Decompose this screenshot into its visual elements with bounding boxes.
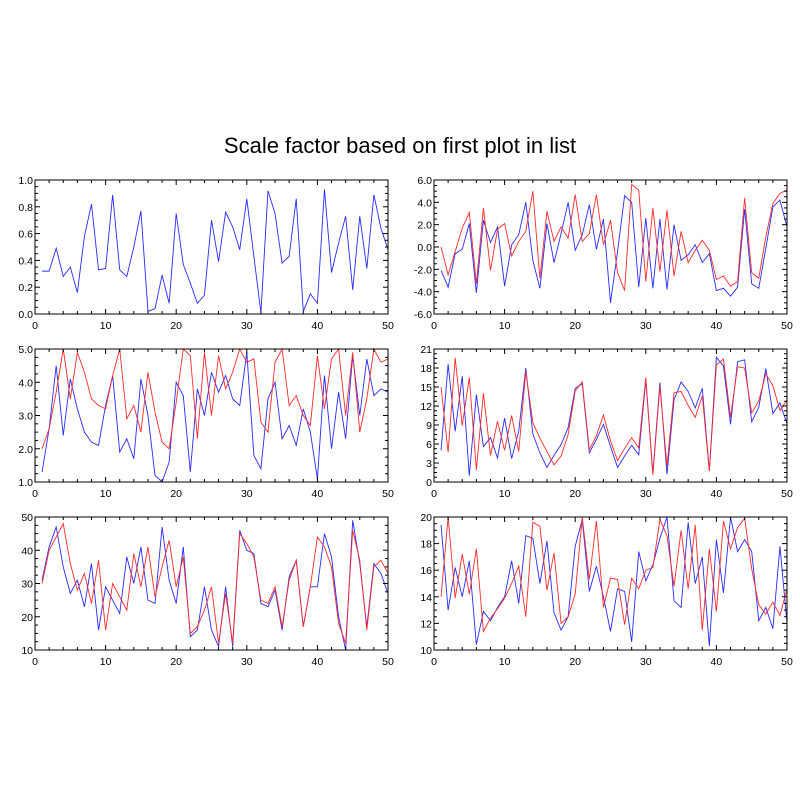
series-line-1 — [440, 356, 788, 476]
x-tick-label: 40 — [711, 656, 723, 668]
series-line-1 — [440, 516, 788, 647]
x-tick-label: 50 — [781, 656, 793, 668]
y-tick-label: 0.0 — [18, 309, 33, 321]
plot-frame — [34, 179, 389, 315]
x-tick-label: 40 — [312, 488, 324, 500]
series-line-1 — [41, 352, 389, 483]
panel-4: 0 10 20 30 40 50 0 3 6 9 12 15 18 21 — [420, 344, 793, 500]
x-tick-label: 30 — [640, 488, 652, 500]
x-tick-label: 50 — [382, 320, 394, 332]
y-tick-label: 50 — [21, 512, 33, 524]
y-tick-label: 0 — [426, 477, 432, 489]
x-tick-label: 20 — [569, 320, 581, 332]
x-tick-label: 20 — [569, 656, 581, 668]
y-tick-label: 3 — [426, 458, 432, 470]
x-tick-label: 20 — [170, 320, 182, 332]
y-tick-label: 0.6 — [18, 229, 33, 241]
x-tick-label: 20 — [170, 488, 182, 500]
x-tick-label: 50 — [781, 488, 793, 500]
y-tick-label: 0.8 — [18, 202, 33, 214]
y-tick-label: 0.4 — [18, 255, 33, 267]
panel-1: 0 10 20 30 40 50 0.0 0.2 0.4 0.6 0.8 1.0 — [18, 175, 394, 332]
y-tick-label: 20 — [21, 612, 33, 624]
series-line-2 — [440, 183, 788, 291]
y-tick-label: 2.0 — [18, 444, 33, 456]
x-tick-label: 0 — [32, 488, 38, 500]
series-line-2 — [41, 347, 389, 450]
x-tick-label: 30 — [241, 656, 253, 668]
x-tick-label: 10 — [100, 656, 112, 668]
y-tick-label: 1.0 — [18, 477, 33, 489]
y-tick-label: 0.0 — [417, 242, 432, 254]
x-tick-label: 10 — [100, 320, 112, 332]
y-tick-label: 18 — [420, 363, 432, 375]
y-tick-label: 12 — [420, 618, 432, 630]
x-tick-label: 0 — [431, 656, 437, 668]
x-tick-label: 50 — [382, 488, 394, 500]
series-line-2 — [440, 516, 788, 633]
series-line-2 — [440, 357, 788, 476]
x-tick-label: 50 — [382, 656, 394, 668]
x-tick-label: 10 — [499, 656, 511, 668]
y-tick-label: 0.2 — [18, 282, 33, 294]
series-line-1 — [42, 189, 389, 313]
y-tick-label: 40 — [21, 545, 33, 557]
series-line-1 — [440, 194, 788, 303]
y-tick-label: 12 — [420, 401, 432, 413]
y-tick-label: 30 — [21, 579, 33, 591]
y-tick-label: 2.0 — [417, 220, 432, 232]
y-tick-label: 4.0 — [18, 377, 33, 389]
x-tick-label: 0 — [431, 488, 437, 500]
y-tick-label: 3.0 — [18, 411, 33, 423]
y-tick-label: 14 — [420, 592, 432, 604]
x-tick-label: 30 — [241, 488, 253, 500]
x-tick-label: 10 — [499, 320, 511, 332]
y-tick-label: 6 — [426, 439, 432, 451]
y-tick-label: 18 — [420, 539, 432, 551]
y-tick-label: 15 — [420, 382, 432, 394]
plot-frame — [433, 348, 788, 483]
x-tick-label: 10 — [100, 488, 112, 500]
y-tick-label: 4.0 — [417, 197, 432, 209]
x-tick-label: 30 — [640, 320, 652, 332]
y-tick-label: -6.0 — [414, 309, 432, 321]
x-tick-label: 0 — [431, 320, 437, 332]
x-tick-label: 10 — [499, 488, 511, 500]
x-tick-label: 40 — [312, 320, 324, 332]
y-tick-label: 6.0 — [417, 175, 432, 187]
y-tick-label: 5.0 — [18, 344, 33, 356]
y-tick-label: 10 — [21, 645, 33, 657]
x-tick-label: 0 — [32, 656, 38, 668]
y-tick-label: 1.0 — [18, 175, 33, 187]
x-tick-label: 40 — [711, 488, 723, 500]
y-tick-label: 9 — [426, 420, 432, 432]
panel-2: 0 10 20 30 40 50 -6.0 -4.0 -2.0 0.0 2.0 4.0 6.0 — [414, 175, 793, 332]
x-tick-label: 30 — [241, 320, 253, 332]
chart-title: Scale factor based on first plot in list — [223, 133, 577, 158]
y-tick-label: -2.0 — [414, 264, 432, 276]
y-tick-label: 16 — [420, 565, 432, 577]
x-tick-label: 40 — [312, 656, 324, 668]
plot-frame — [433, 179, 788, 315]
x-tick-label: 20 — [170, 656, 182, 668]
y-tick-label: 21 — [420, 344, 432, 356]
series-line-1 — [41, 520, 389, 651]
x-tick-label: 0 — [32, 320, 38, 332]
y-tick-label: -4.0 — [414, 287, 432, 299]
x-tick-label: 20 — [569, 488, 581, 500]
panel-3: 0 10 20 30 40 50 1.0 2.0 3.0 4.0 5.0 — [18, 344, 394, 500]
series-line-2 — [41, 522, 389, 644]
y-tick-label: 20 — [420, 512, 432, 524]
y-tick-label: 10 — [420, 645, 432, 657]
x-tick-label: 30 — [640, 656, 652, 668]
x-tick-label: 40 — [711, 320, 723, 332]
x-tick-label: 50 — [781, 320, 793, 332]
